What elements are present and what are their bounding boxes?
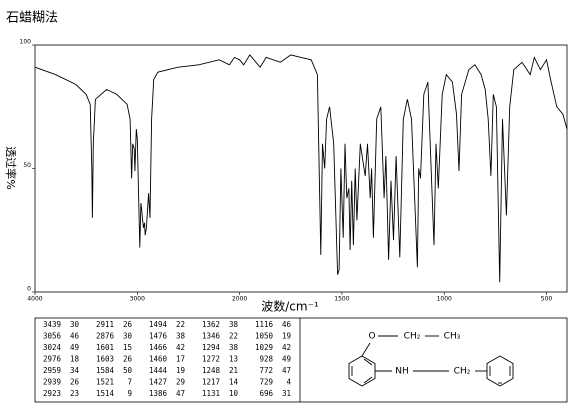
peak-wavenumber: 1603	[96, 355, 114, 364]
peak-wavenumber: 1029	[255, 343, 273, 352]
peak-intensity: 29	[176, 378, 185, 387]
peak-intensity: 26	[70, 378, 80, 387]
peak-wavenumber: 1362	[202, 320, 220, 329]
peak-wavenumber: 1346	[202, 332, 221, 341]
peak-intensity: 23	[70, 389, 79, 398]
peak-wavenumber: 1294	[202, 343, 221, 352]
peak-intensity: 22	[229, 332, 238, 341]
peak-wavenumber: 1131	[202, 389, 220, 398]
y-axis-label: 透过率%	[4, 146, 18, 189]
peak-intensity: 46	[282, 320, 292, 329]
peak-intensity: 18	[70, 355, 80, 364]
peak-intensity: 42	[282, 343, 291, 352]
structure-label: NH	[395, 367, 409, 377]
peak-wavenumber: 1217	[202, 378, 220, 387]
peak-intensity: 19	[176, 366, 185, 375]
peak-intensity: 4	[286, 378, 291, 387]
peak-intensity: 13	[229, 355, 238, 364]
peak-intensity: 10	[229, 389, 239, 398]
peak-wavenumber: 1601	[96, 343, 114, 352]
peak-intensity: 50	[123, 366, 133, 375]
peak-wavenumber: 1444	[149, 366, 168, 375]
peak-wavenumber: 696	[259, 389, 273, 398]
peak-wavenumber: 1386	[149, 389, 168, 398]
peak-intensity: 22	[176, 320, 185, 329]
peak-intensity: 19	[282, 332, 291, 341]
x-tick-label: 500	[541, 296, 553, 303]
spectrum-line	[34, 54, 568, 283]
y-tick-label: 0	[27, 286, 31, 293]
peak-intensity: 47	[176, 389, 185, 398]
peak-wavenumber: 2939	[43, 378, 61, 387]
peak-wavenumber: 772	[259, 366, 273, 375]
y-tick-label: 50	[23, 162, 31, 169]
peak-intensity: 46	[70, 332, 80, 341]
structure-bonds	[348, 342, 514, 387]
peak-intensity: 15	[123, 343, 132, 352]
y-tick-label: 100	[20, 39, 32, 46]
peak-wavenumber: 1050	[255, 332, 274, 341]
peak-wavenumber: 2976	[43, 355, 62, 364]
structure-label: CH₂	[404, 332, 421, 342]
peak-wavenumber: 1116	[255, 320, 274, 329]
peak-intensity: 34	[70, 366, 80, 375]
peak-wavenumber: 1494	[149, 320, 168, 329]
peak-wavenumber: 3439	[43, 320, 61, 329]
structure-label: CH₃	[444, 332, 461, 342]
peak-wavenumber: 1476	[149, 332, 168, 341]
peak-wavenumber: 2923	[43, 389, 61, 398]
peak-intensity: 31	[282, 389, 291, 398]
x-axis-label: 波数/cm⁻¹	[261, 299, 319, 314]
structure-label: O	[368, 332, 375, 342]
peak-wavenumber: 729	[259, 378, 273, 387]
x-tick-label: 1500	[334, 296, 349, 303]
structure-label: CH₂	[454, 367, 471, 377]
plot-frame	[34, 44, 568, 293]
table-frame	[34, 317, 568, 403]
page-title: 石蜡糊法	[6, 10, 58, 26]
peak-wavenumber: 1272	[202, 355, 220, 364]
peak-intensity: 38	[176, 332, 186, 341]
peak-intensity: 26	[123, 320, 133, 329]
peak-wavenumber: 2959	[43, 366, 61, 375]
peak-wavenumber: 1466	[149, 343, 168, 352]
peak-wavenumber: 2911	[96, 320, 114, 329]
peak-intensity: 49	[282, 355, 291, 364]
peak-intensity: 42	[176, 343, 185, 352]
peak-wavenumber: 2876	[96, 332, 115, 341]
peak-wavenumber: 1584	[96, 366, 115, 375]
peak-wavenumber: 1514	[96, 389, 115, 398]
x-tick-label: 4000	[27, 296, 42, 303]
peak-wavenumber: 3024	[43, 343, 62, 352]
peak-intensity: 30	[70, 320, 80, 329]
peak-intensity: 14	[229, 378, 239, 387]
peak-intensity: 38	[229, 320, 239, 329]
peak-wavenumber: 1248	[202, 366, 221, 375]
peak-intensity: 21	[229, 366, 238, 375]
x-tick-label: 3000	[130, 296, 145, 303]
peak-intensity: 7	[127, 378, 132, 387]
peak-wavenumber: 1521	[96, 378, 114, 387]
peak-intensity: 26	[123, 355, 133, 364]
peak-intensity: 30	[123, 332, 133, 341]
peak-wavenumber: 1460	[149, 355, 168, 364]
x-tick-label: 1000	[437, 296, 452, 303]
peak-intensity: 17	[176, 355, 185, 364]
peak-intensity: 49	[70, 343, 79, 352]
peak-intensity: 38	[229, 343, 239, 352]
peak-wavenumber: 3056	[43, 332, 62, 341]
peak-intensity: 9	[127, 389, 132, 398]
peak-wavenumber: 1427	[149, 378, 167, 387]
peak-wavenumber: 928	[259, 355, 273, 364]
x-tick-label: 2000	[232, 296, 247, 303]
peak-intensity: 47	[282, 366, 291, 375]
